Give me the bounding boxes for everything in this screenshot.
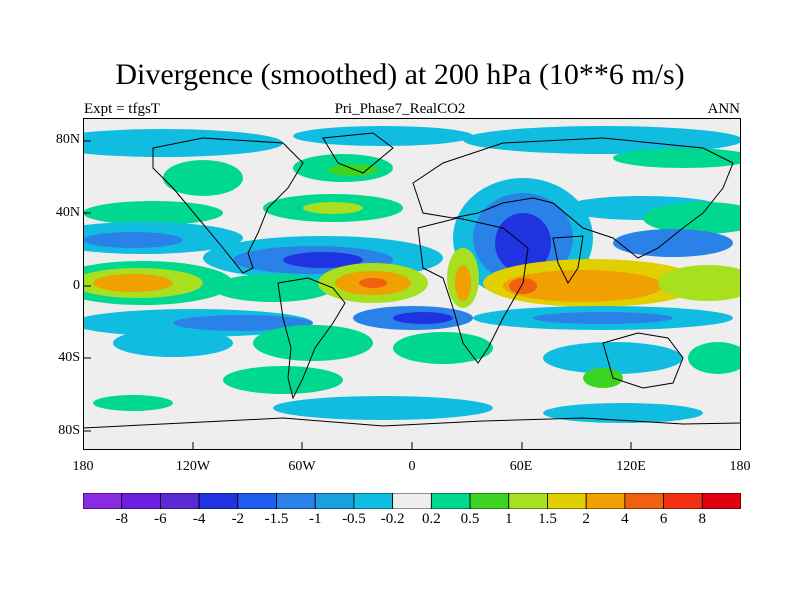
- north-america-outline: [152, 137, 304, 274]
- india-outline: [552, 235, 584, 284]
- colorbar-label: -6: [154, 511, 167, 527]
- colorbar-label: 0.5: [460, 511, 480, 527]
- south-america-outline: [277, 277, 346, 400]
- colorbar-swatch: [314, 493, 355, 509]
- divergence-field: [83, 118, 741, 450]
- colorbar-label: 4: [621, 511, 629, 527]
- divergence-map: [83, 118, 741, 450]
- colorbar-label: -2: [231, 511, 245, 527]
- colorbar-label: 0.2: [421, 511, 441, 527]
- colorbar-swatch: [160, 493, 200, 509]
- season-label: ANN: [707, 101, 741, 117]
- map-ticks: [83, 140, 632, 450]
- lon-label-0: 0: [408, 459, 416, 474]
- colorbar-swatch: [663, 493, 703, 509]
- colorbar: [83, 493, 741, 509]
- colorbar-swatch: [353, 493, 394, 509]
- colorbar-swatch: [276, 493, 316, 509]
- coastlines: [83, 132, 741, 429]
- greenland-outline: [322, 132, 394, 174]
- colorbar-swatch: [585, 493, 626, 509]
- colorbar-swatch: [624, 493, 664, 509]
- colorbar-label: 1.5: [538, 511, 557, 527]
- colorbar-swatch: [83, 493, 123, 509]
- lat-label-80n: 80N: [55, 132, 80, 147]
- lon-label-60w: 60W: [288, 459, 316, 474]
- plot-title: Divergence (smoothed) at 200 hPa (10**6 …: [115, 58, 685, 91]
- colorbar-swatch: [701, 493, 741, 509]
- colorbar-swatch: [198, 493, 239, 509]
- colorbar-label: -0.2: [380, 511, 405, 527]
- colorbar-label: 2: [582, 511, 590, 527]
- colorbar-swatch: [547, 493, 587, 509]
- colorbar-label: 1: [505, 511, 513, 527]
- colorbar-swatch: [392, 493, 432, 509]
- africa-outline: [417, 217, 529, 364]
- colorbar-swatch: [508, 493, 548, 509]
- lon-label-180-west: 180: [72, 459, 94, 474]
- colorbar-label: -4: [192, 511, 206, 527]
- colorbar-label: -1: [308, 511, 322, 527]
- experiment-label: Expt = tfgsT: [84, 101, 160, 117]
- lon-label-120e: 120E: [616, 459, 646, 474]
- colorbar-label: 8: [698, 511, 707, 527]
- run-name-label: Pri_Phase7_RealCO2: [334, 101, 466, 117]
- lat-label-equator: 0: [73, 278, 80, 293]
- australia-outline: [602, 332, 684, 389]
- colorbar-label: -8: [115, 511, 128, 527]
- lon-label-180-east: 180: [729, 459, 751, 474]
- lat-label-80s: 80S: [58, 423, 80, 438]
- colorbar-label: -1.5: [264, 511, 289, 527]
- eurasia-outline: [412, 137, 734, 259]
- lon-label-120w: 120W: [175, 459, 211, 474]
- colorbar-swatch: [430, 493, 471, 509]
- colorbar-swatch: [237, 493, 277, 509]
- lat-label-40s: 40S: [58, 350, 80, 365]
- colorbar-swatch: [469, 493, 510, 509]
- colorbar-label: -0.5: [342, 511, 366, 527]
- antarctica-outline: [83, 417, 741, 429]
- colorbar-label: 6: [659, 511, 668, 527]
- colorbar-swatch: [121, 493, 161, 509]
- lat-label-40n: 40N: [55, 205, 80, 220]
- lon-label-60e: 60E: [509, 459, 533, 474]
